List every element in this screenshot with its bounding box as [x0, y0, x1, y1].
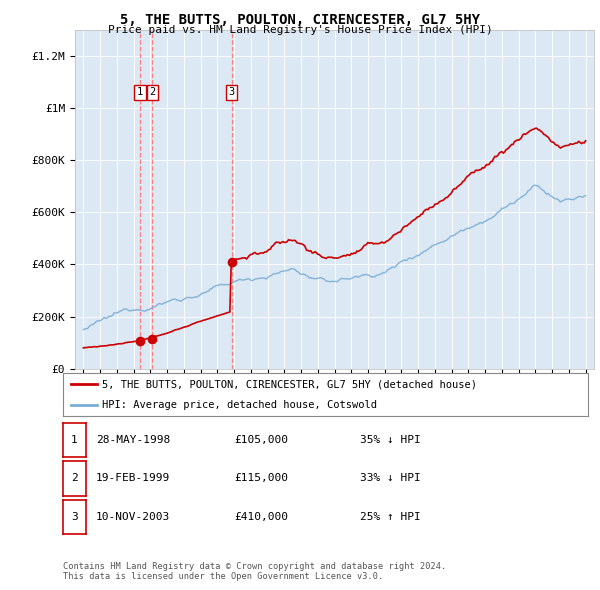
- Text: 1: 1: [71, 435, 78, 445]
- Text: 25% ↑ HPI: 25% ↑ HPI: [360, 512, 421, 522]
- Text: 10-NOV-2003: 10-NOV-2003: [96, 512, 170, 522]
- Text: Price paid vs. HM Land Registry's House Price Index (HPI): Price paid vs. HM Land Registry's House …: [107, 25, 493, 35]
- Text: £410,000: £410,000: [234, 512, 288, 522]
- Text: 1: 1: [137, 87, 143, 97]
- Text: £105,000: £105,000: [234, 435, 288, 445]
- Text: £115,000: £115,000: [234, 474, 288, 483]
- Text: 35% ↓ HPI: 35% ↓ HPI: [360, 435, 421, 445]
- Text: 19-FEB-1999: 19-FEB-1999: [96, 474, 170, 483]
- Text: 2: 2: [71, 474, 78, 483]
- Text: 3: 3: [229, 87, 235, 97]
- Text: 3: 3: [71, 512, 78, 522]
- Text: 2: 2: [149, 87, 155, 97]
- Text: HPI: Average price, detached house, Cotswold: HPI: Average price, detached house, Cots…: [103, 401, 377, 410]
- Text: 5, THE BUTTS, POULTON, CIRENCESTER, GL7 5HY (detached house): 5, THE BUTTS, POULTON, CIRENCESTER, GL7 …: [103, 379, 478, 389]
- Text: 33% ↓ HPI: 33% ↓ HPI: [360, 474, 421, 483]
- Text: 5, THE BUTTS, POULTON, CIRENCESTER, GL7 5HY: 5, THE BUTTS, POULTON, CIRENCESTER, GL7 …: [120, 13, 480, 27]
- Text: 28-MAY-1998: 28-MAY-1998: [96, 435, 170, 445]
- Text: Contains HM Land Registry data © Crown copyright and database right 2024.
This d: Contains HM Land Registry data © Crown c…: [63, 562, 446, 581]
